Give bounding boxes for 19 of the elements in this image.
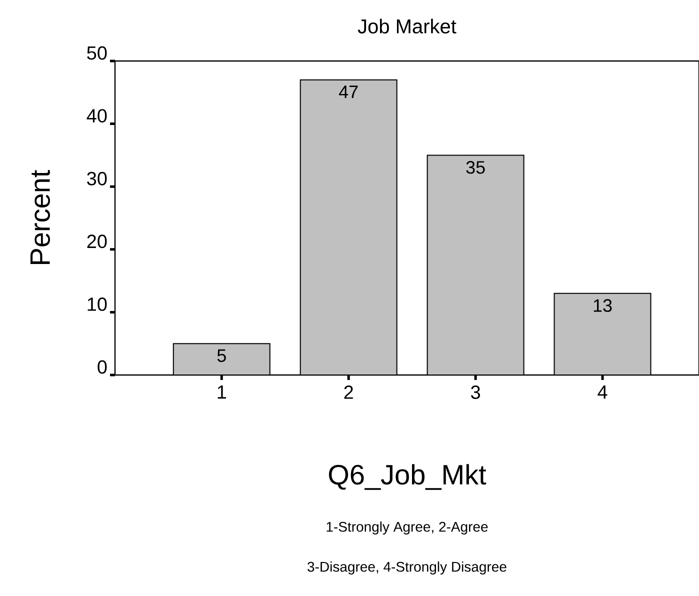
- chart-title: Job Market: [358, 18, 456, 34]
- x-tick-label: 4: [598, 386, 608, 399]
- x-axis-title: Q6_Job_Mkt: [328, 464, 486, 490]
- x-tick-label: 3: [470, 386, 480, 399]
- y-tick-label: 50: [87, 46, 107, 60]
- text: 1-Strongly Agree, 2-Agree: [326, 521, 488, 535]
- y-tick-label: 20: [87, 234, 107, 248]
- text: 3-Disagree, 4-Strongly Disagree: [308, 561, 506, 575]
- y-tick-label: 30: [87, 172, 107, 186]
- y-axis-title: Percent: [30, 170, 50, 264]
- data-label: 35: [466, 161, 485, 174]
- x-tick-label: 2: [344, 386, 353, 399]
- data-label: 5: [217, 349, 226, 362]
- data-label: 47: [338, 86, 358, 98]
- y-tick-label: 0: [98, 360, 107, 374]
- data-label: 13: [594, 299, 612, 312]
- y-tick-label: 40: [86, 109, 107, 123]
- y-tick-label: 10: [88, 297, 107, 311]
- x-tick-label: 1: [218, 386, 226, 399]
